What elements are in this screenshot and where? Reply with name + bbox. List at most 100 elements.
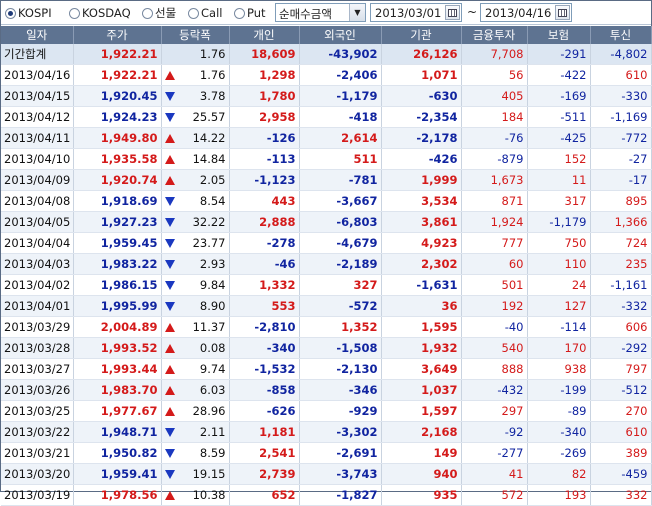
- column-header-financial-investment[interactable]: 금융투자: [461, 26, 528, 44]
- foreign-cell: -2,691: [299, 442, 382, 464]
- change-cell: 25.57: [161, 106, 230, 128]
- start-date-field[interactable]: 2013/03/01: [370, 3, 462, 22]
- calendar-icon[interactable]: [555, 5, 570, 20]
- institution-cell: 149: [381, 442, 462, 464]
- price-cell: 1,959.41: [73, 463, 162, 485]
- date-cell: 2013/04/04: [1, 232, 74, 254]
- table-row[interactable]: 2013/03/28 1,993.52 0.08 -340 -1,508 1,932 540…: [1, 337, 652, 359]
- institution-cell: 3,649: [381, 358, 462, 380]
- radio-indicator: [142, 7, 153, 19]
- insurance-cell: -114: [527, 316, 591, 338]
- market-radio-call[interactable]: Call: [188, 5, 222, 21]
- insurance-cell: -269: [527, 442, 591, 464]
- down-triangle-icon: [164, 218, 175, 227]
- change-cell: 8.54: [161, 190, 230, 212]
- investment-trust-cell: 724: [590, 232, 652, 254]
- table-row[interactable]: 2013/03/19 1,978.56 10.38 652 -1,827 935 572 19…: [1, 484, 652, 506]
- change-cell: 10.38: [161, 484, 230, 506]
- individual-cell: 2,888: [229, 211, 300, 233]
- column-header-investment-trust[interactable]: 투신: [590, 26, 652, 44]
- insurance-cell: 750: [527, 232, 591, 254]
- insurance-cell: 127: [527, 295, 591, 317]
- change-cell: 23.77: [161, 232, 230, 254]
- institution-cell: 26,126: [381, 44, 462, 65]
- down-triangle-icon: [164, 281, 175, 290]
- institution-cell: 1,597: [381, 400, 462, 422]
- price-cell: 1,978.56: [73, 484, 162, 506]
- investment-trust-cell: -17: [590, 169, 652, 191]
- table-row[interactable]: 2013/03/26 1,983.70 6.03 -858 -346 1,037 -432-…: [1, 379, 652, 401]
- market-radio-put[interactable]: Put: [234, 5, 266, 21]
- calendar-icon[interactable]: [445, 5, 460, 20]
- period-total-row[interactable]: 기간합계 1,922.21 1.76 18,609 -43,902 26,126 7,708…: [1, 44, 652, 65]
- column-header-individual[interactable]: 개인: [229, 26, 300, 44]
- price-cell: 1,927.23: [73, 211, 162, 233]
- table-row[interactable]: 2013/04/15 1,920.45 3.78 1,780 -1,179 -630 405…: [1, 85, 652, 107]
- change-cell: 8.90: [161, 295, 230, 317]
- table-row[interactable]: 2013/04/03 1,983.22 2.93 -46 -2,189 2,302 60 11…: [1, 253, 652, 275]
- individual-cell: 443: [229, 190, 300, 212]
- up-triangle-icon: [164, 71, 175, 80]
- price-cell: 1,920.45: [73, 85, 162, 107]
- table-row[interactable]: 2013/03/22 1,948.71 2.11 1,181 -3,302 2,168 -9…: [1, 421, 652, 443]
- table-row[interactable]: 2013/03/29 2,004.89 11.37 -2,810 1,352 1,595-…: [1, 316, 652, 338]
- value-type-select[interactable]: 순매수금액 ▼: [275, 3, 366, 22]
- individual-cell: 2,958: [229, 106, 300, 128]
- up-triangle-icon: [164, 155, 175, 164]
- table-row[interactable]: 2013/04/12 1,924.23 25.57 2,958 -418 -2,354 18…: [1, 106, 652, 128]
- financial-investment-cell: 184: [461, 106, 528, 128]
- table-row[interactable]: 2013/03/20 1,959.41 19.15 2,739 -3,743 940 41 8…: [1, 463, 652, 485]
- column-header-institution[interactable]: 기관: [381, 26, 462, 44]
- column-header-insurance[interactable]: 보험: [527, 26, 591, 44]
- investment-trust-cell: 270: [590, 400, 652, 422]
- price-cell: 1,922.21: [73, 64, 162, 86]
- market-radio-kosdaq[interactable]: KOSDAQ: [69, 5, 131, 21]
- table-row[interactable]: 2013/04/02 1,986.15 9.84 1,332 327 -1,631 501 2…: [1, 274, 652, 296]
- column-header-change[interactable]: 등락폭: [161, 26, 230, 44]
- institution-cell: 935: [381, 484, 462, 506]
- investment-trust-cell: 235: [590, 253, 652, 275]
- insurance-cell: 11: [527, 169, 591, 191]
- insurance-cell: 82: [527, 463, 591, 485]
- change-cell: 11.37: [161, 316, 230, 338]
- insurance-cell: -340: [527, 421, 591, 443]
- table-row[interactable]: 2013/04/04 1,959.45 23.77 -278 -4,679 4,923 77…: [1, 232, 652, 254]
- end-date-field[interactable]: 2013/04/16: [480, 3, 572, 22]
- column-header-foreign[interactable]: 외국인: [299, 26, 382, 44]
- change-value: 9.84: [199, 278, 226, 292]
- table-row[interactable]: 2013/04/09 1,920.74 2.05 -1,123 -781 1,999 1,6…: [1, 169, 652, 191]
- date-cell: 2013/03/28: [1, 337, 74, 359]
- table-row[interactable]: 2013/04/11 1,949.80 14.22 -126 2,614 -2,178 -7…: [1, 127, 652, 149]
- date-cell: 2013/04/01: [1, 295, 74, 317]
- change-cell: 32.22: [161, 211, 230, 233]
- financial-investment-cell: -40: [461, 316, 528, 338]
- column-header-price[interactable]: 주가: [73, 26, 162, 44]
- table-row[interactable]: 2013/03/25 1,977.67 28.96 -626 -929 1,597 297-…: [1, 400, 652, 422]
- market-radio-futures[interactable]: 선물: [142, 5, 176, 21]
- table-row[interactable]: 2013/04/08 1,918.69 8.54 443 -3,667 3,534 871 3…: [1, 190, 652, 212]
- market-radio-kospi[interactable]: KOSPI: [5, 5, 52, 21]
- insurance-cell: -422: [527, 64, 591, 86]
- column-header-date[interactable]: 일자: [1, 26, 74, 44]
- date-cell: 2013/03/26: [1, 379, 74, 401]
- price-cell: 1,983.22: [73, 253, 162, 275]
- date-cell: 2013/04/11: [1, 127, 74, 149]
- filter-toolbar: KOSPI KOSDAQ 선물 Call Put 순매수금액 ▼ 2013/03…: [1, 1, 651, 25]
- table-row[interactable]: 2013/04/10 1,935.58 14.84 -113 511 -426 -879 15…: [1, 148, 652, 170]
- table-row[interactable]: 2013/03/27 1,993.44 9.74 -1,532 -2,130 3,649 8…: [1, 358, 652, 380]
- institution-cell: -630: [381, 85, 462, 107]
- table-row[interactable]: 2013/04/16 1,922.21 1.76 1,298 -2,406 1,071 56…: [1, 64, 652, 86]
- price-cell: 1,977.67: [73, 400, 162, 422]
- individual-cell: -113: [229, 148, 300, 170]
- investment-trust-cell: -1,161: [590, 274, 652, 296]
- radio-indicator: [5, 7, 16, 19]
- chevron-down-icon[interactable]: ▼: [349, 4, 365, 21]
- individual-cell: 1,332: [229, 274, 300, 296]
- table-row[interactable]: 2013/04/05 1,927.23 32.22 2,888 -6,803 3,861 1…: [1, 211, 652, 233]
- table-row[interactable]: 2013/03/21 1,950.82 8.59 2,541 -2,691 149 -277…: [1, 442, 652, 464]
- table-row[interactable]: 2013/04/01 1,995.99 8.90 553 -572 36 192 127 -33…: [1, 295, 652, 317]
- change-value: 10.38: [192, 488, 226, 502]
- financial-investment-cell: 888: [461, 358, 528, 380]
- foreign-cell: 1,352: [299, 316, 382, 338]
- price-cell: 1,995.99: [73, 295, 162, 317]
